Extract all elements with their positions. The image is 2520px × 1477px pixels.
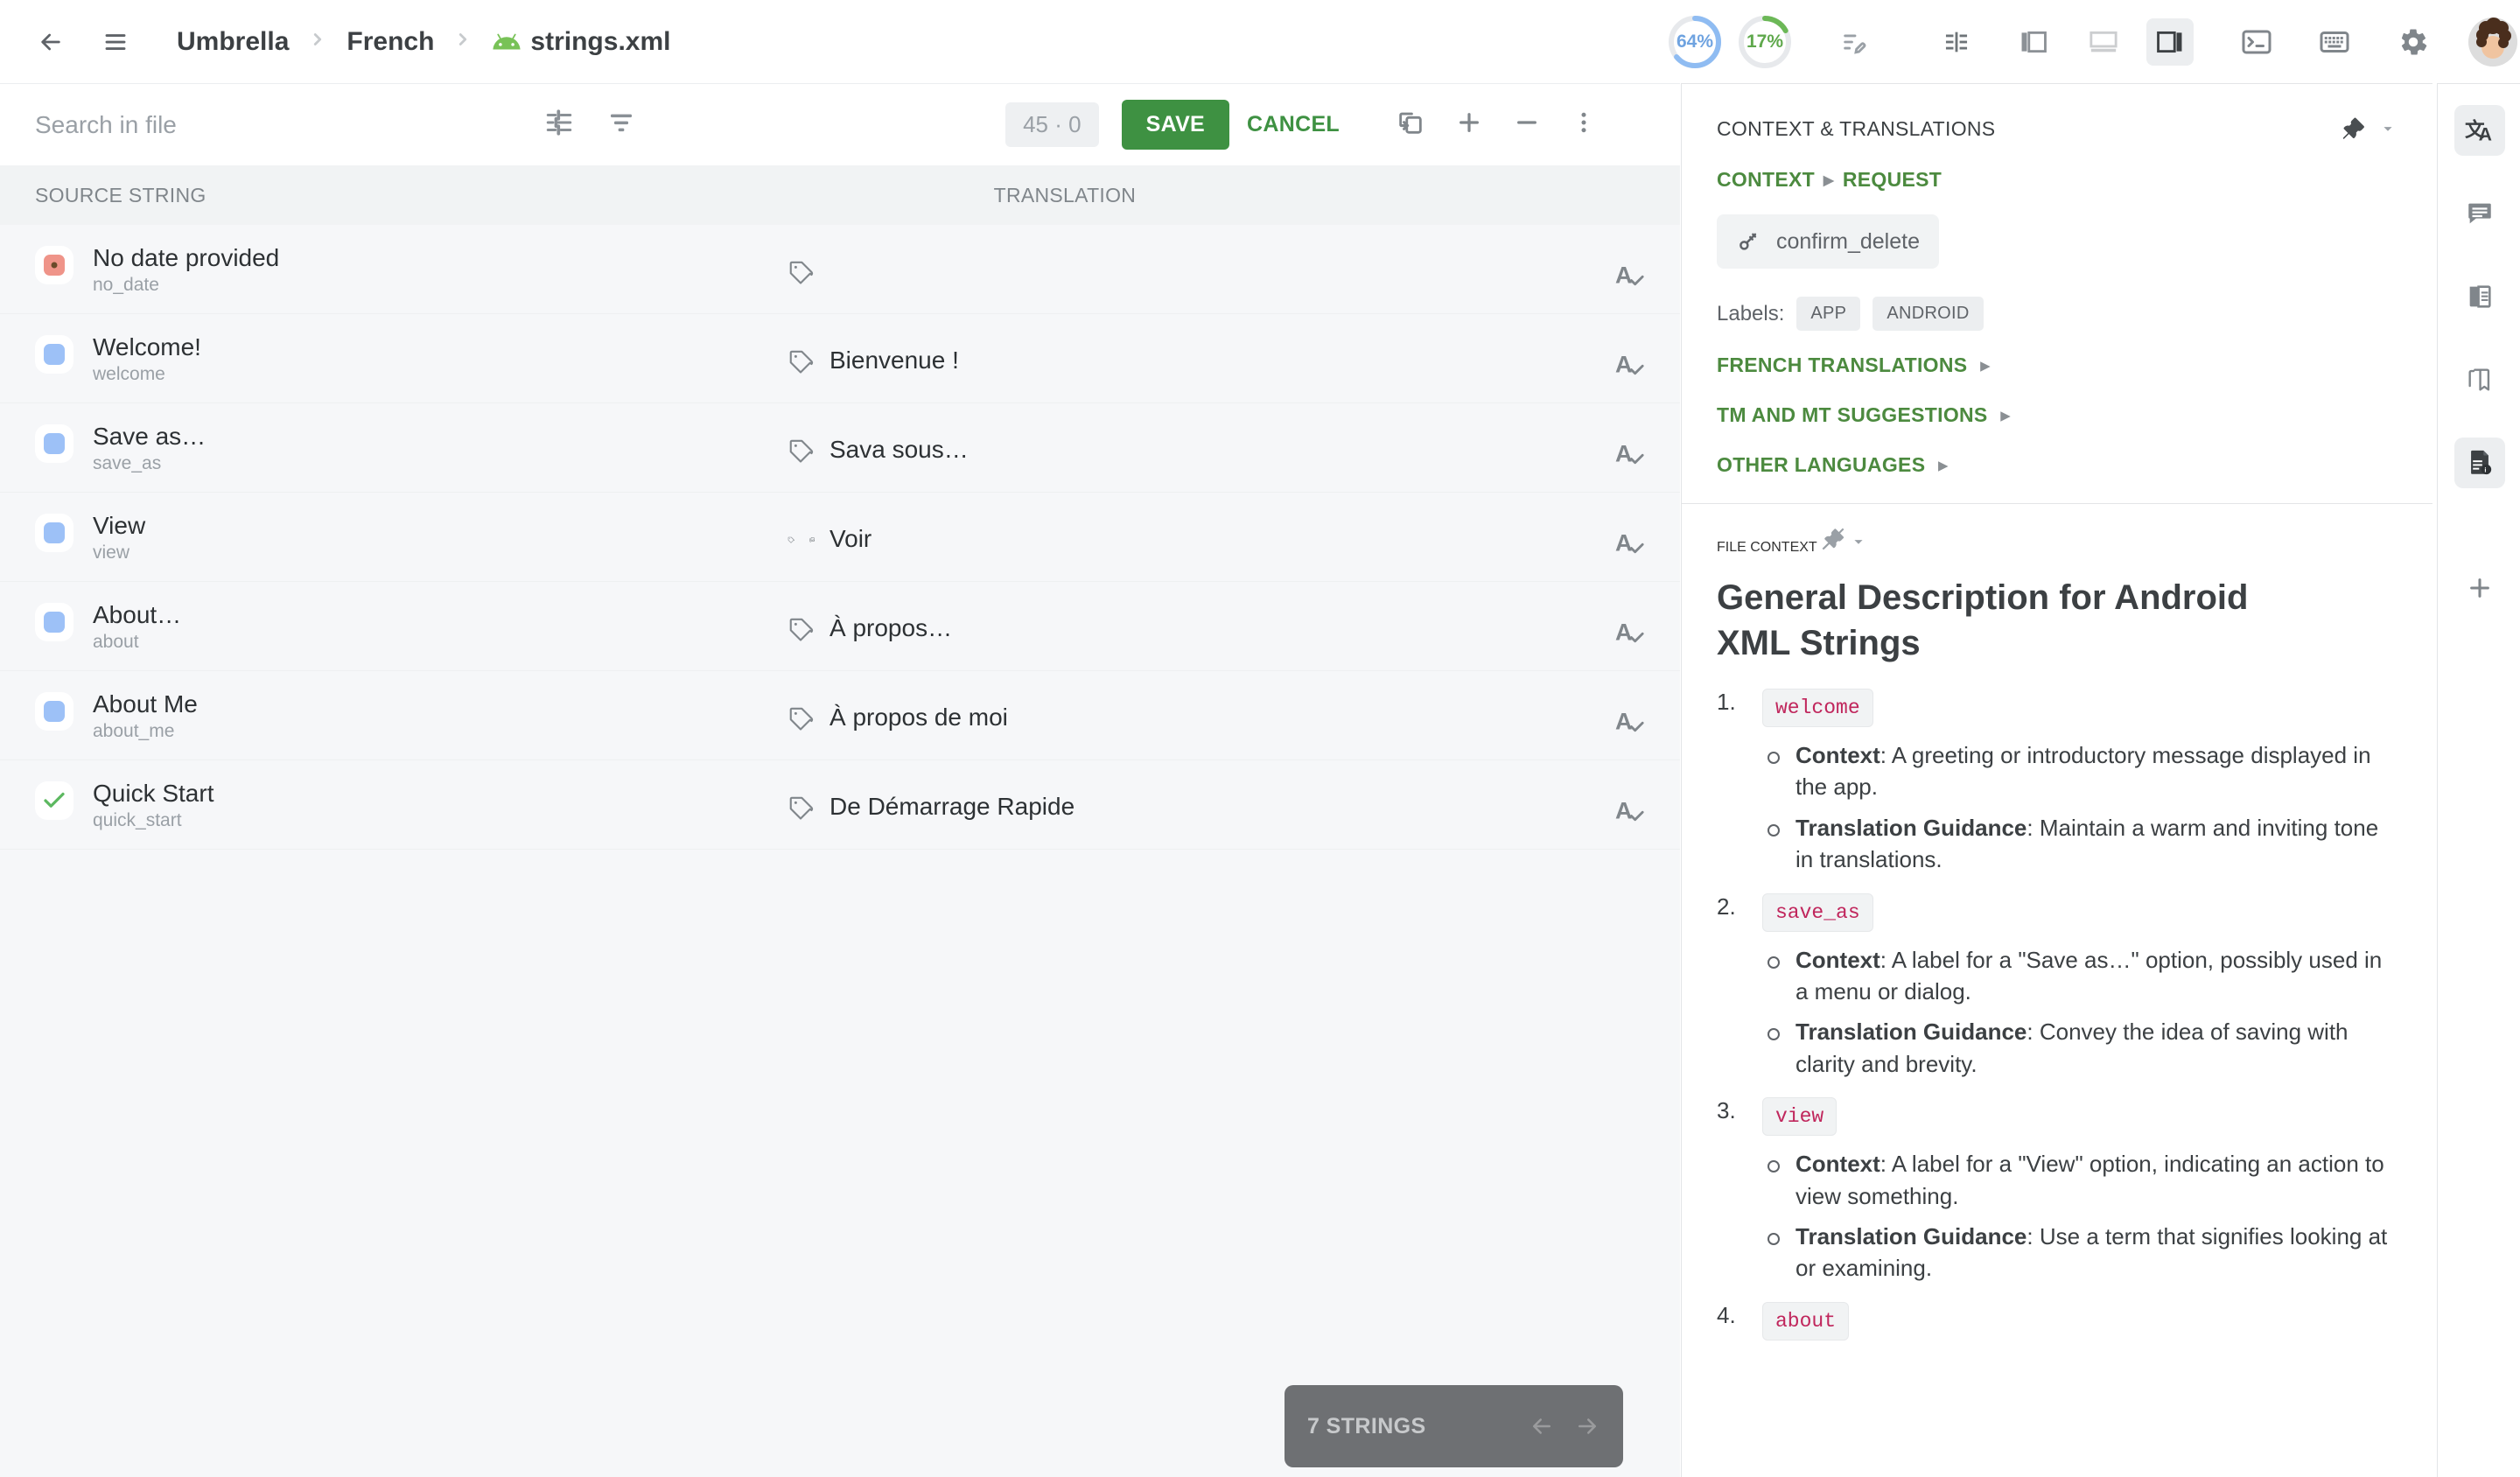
svg-text:i: i bbox=[2484, 466, 2486, 473]
svg-text:A: A bbox=[1615, 440, 1632, 466]
svg-text:A: A bbox=[1615, 619, 1632, 645]
svg-text:A: A bbox=[1615, 708, 1632, 734]
svg-text:A: A bbox=[2478, 123, 2491, 144]
svg-text:A: A bbox=[1615, 351, 1632, 377]
svg-text:A: A bbox=[1615, 797, 1632, 823]
svg-text:A: A bbox=[1615, 529, 1632, 556]
svg-text:A: A bbox=[1615, 262, 1632, 288]
